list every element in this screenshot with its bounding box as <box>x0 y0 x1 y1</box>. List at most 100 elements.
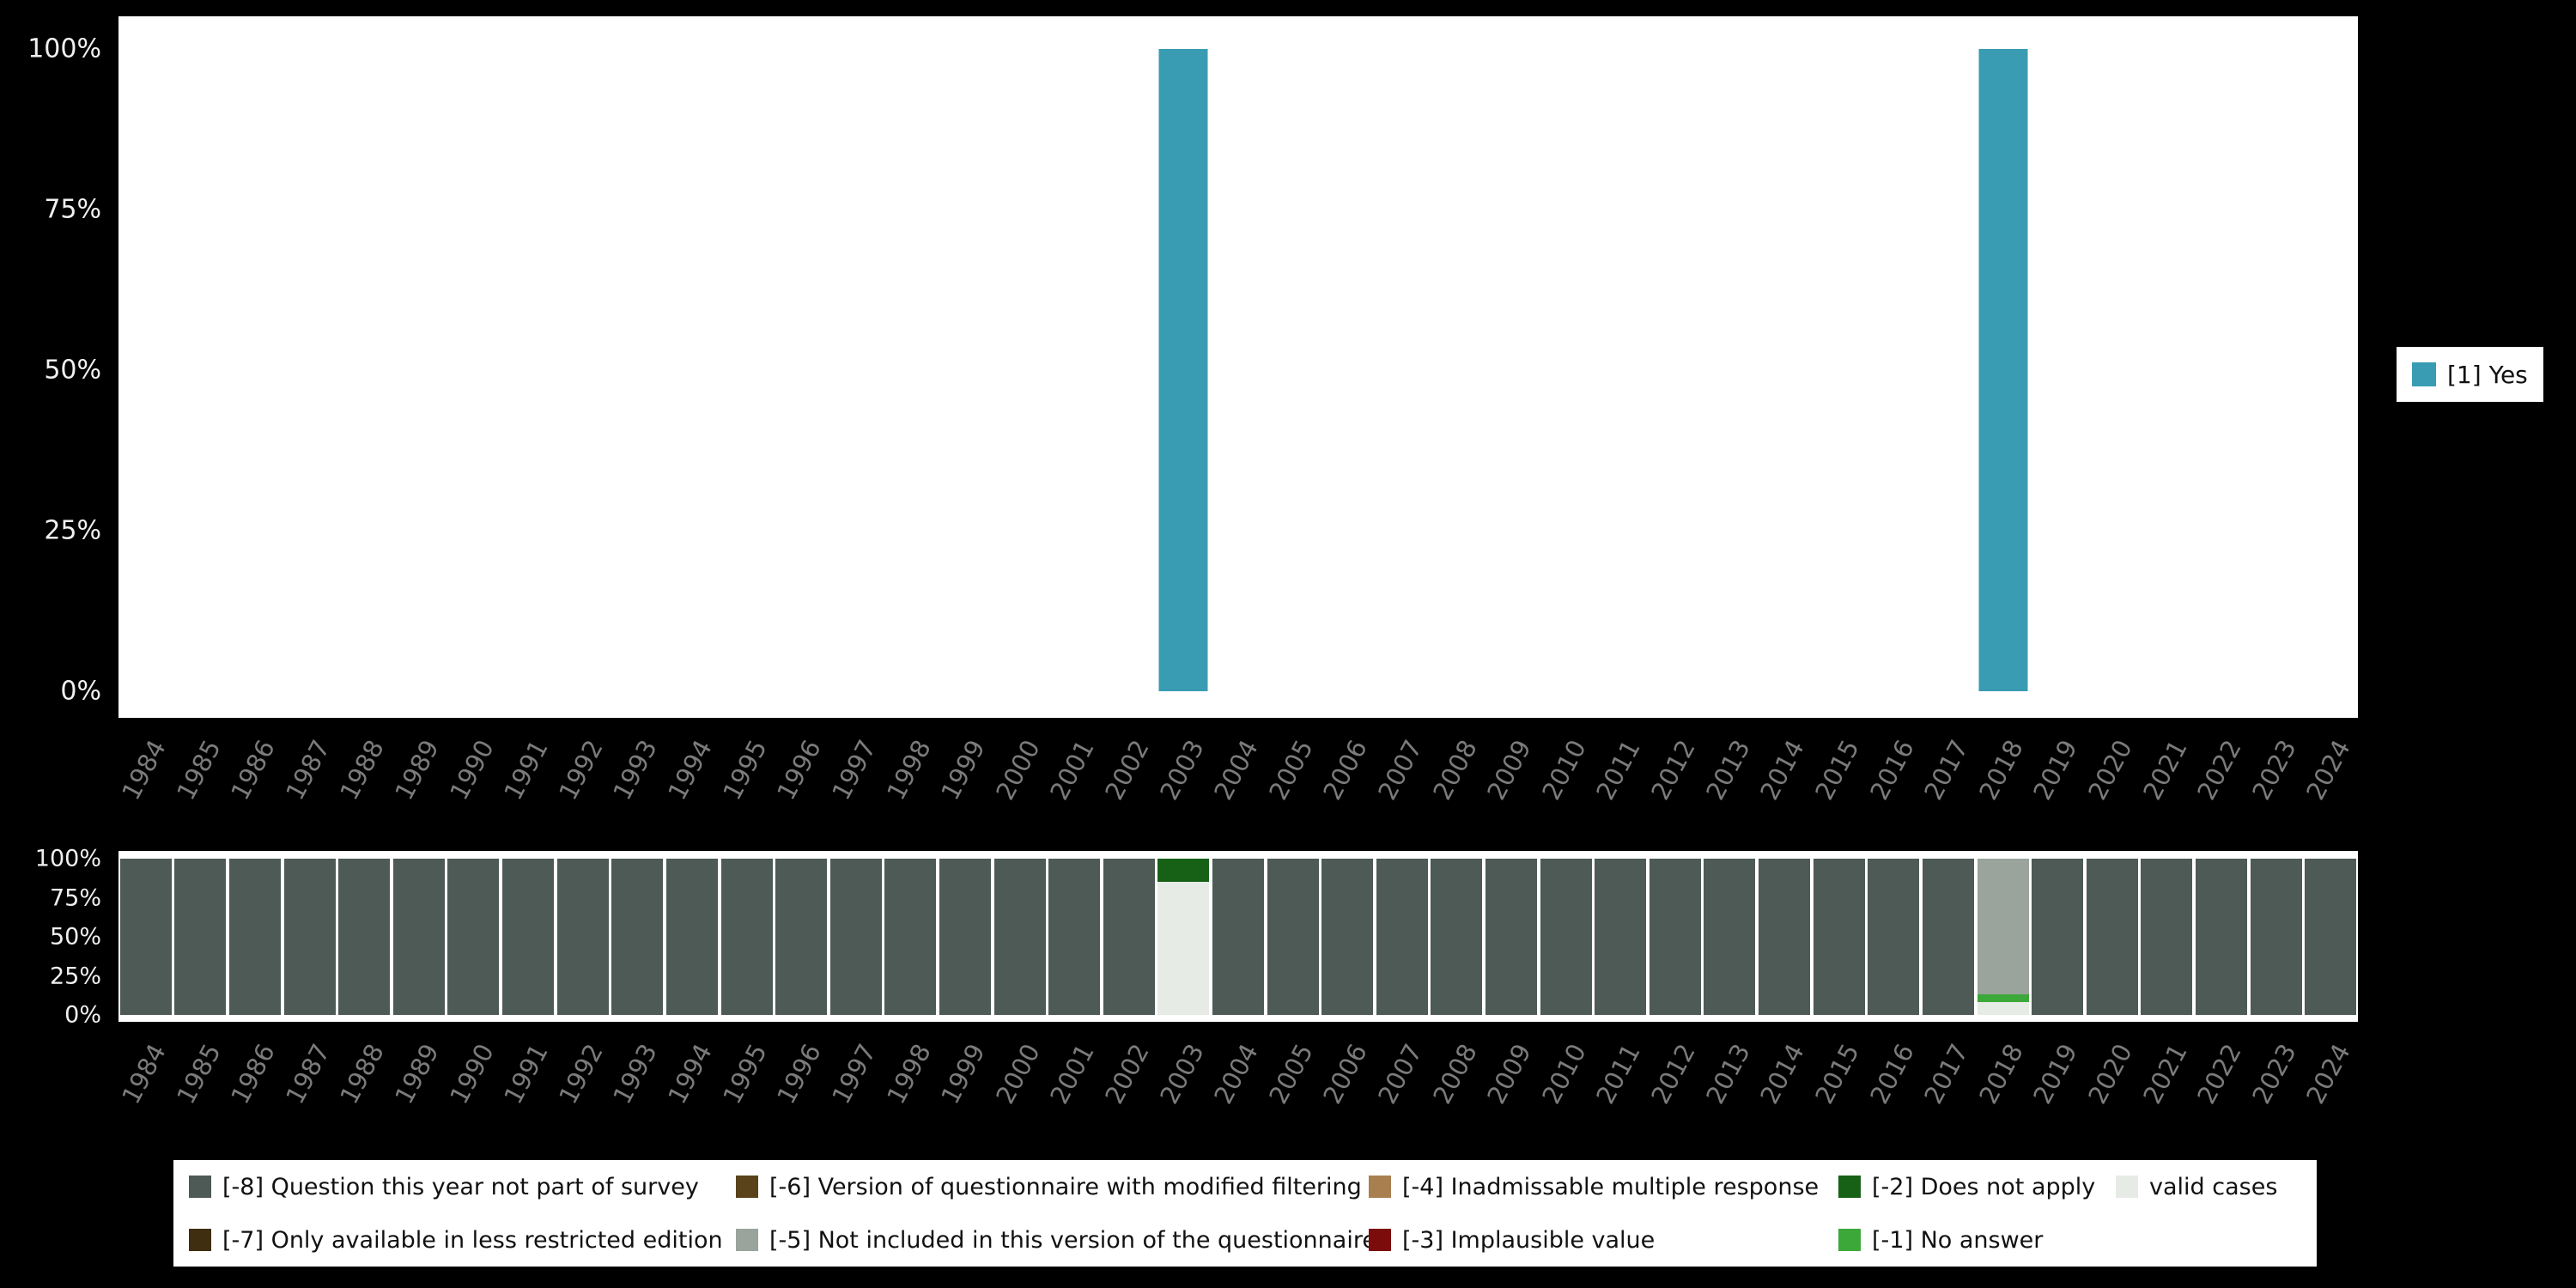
x-axis-year-label: 2020 <box>2082 735 2138 805</box>
x-axis-year-label: 1994 <box>662 1039 718 1109</box>
stack-segment <box>1977 1002 2029 1015</box>
y-axis-tick-label: 50% <box>49 923 101 951</box>
bar-2018 <box>1978 49 2028 691</box>
x-axis-year-label: 2009 <box>1481 1039 1538 1109</box>
x-axis-year-label: 1997 <box>826 1039 882 1109</box>
x-axis-year-label: 2008 <box>1426 1039 1483 1109</box>
stack-segment <box>2250 859 2302 1015</box>
x-axis-year-label: 2023 <box>2245 735 2302 805</box>
top-chart-legend: [1] Yes <box>2397 347 2543 402</box>
bottom-chart-y-axis: 0% 25% 50% 75% 100% <box>0 846 110 1029</box>
stacked-bar-2017 <box>1922 859 1974 1015</box>
legend-entry: [-7] Only available in less restricted e… <box>189 1227 736 1254</box>
x-axis-year-label: 2019 <box>2027 735 2084 805</box>
x-axis-year-label: 2014 <box>1754 1039 1811 1109</box>
stacked-bar-2001 <box>1048 859 1101 1015</box>
y-axis-tick-label: 75% <box>49 884 101 911</box>
stack-segment <box>1977 994 2029 1003</box>
bottom-chart-x-axis: 1984 1985 1986 1987 1988 1989 1990 1991 1992 1993… <box>116 1027 2358 1156</box>
stack-segment <box>611 859 664 1015</box>
stack-segment <box>502 859 555 1015</box>
legend-entry: [1] Yes <box>2412 361 2528 389</box>
stacked-bar-2005 <box>1267 859 1319 1015</box>
stack-segment <box>884 859 937 1015</box>
stack-segment <box>993 859 1046 1015</box>
stacked-bar-1994 <box>665 859 718 1015</box>
x-axis-year-label: 1991 <box>498 735 555 805</box>
x-axis-year-label: 1989 <box>389 1039 445 1109</box>
x-axis-year-label: 2022 <box>2191 1039 2247 1109</box>
stacked-bar-2010 <box>1540 859 1592 1015</box>
x-axis-year-label: 2012 <box>1645 735 1701 805</box>
stacked-bar-2006 <box>1321 859 1374 1015</box>
x-axis-year-label: 1990 <box>443 735 500 805</box>
stack-segment <box>1157 859 1210 883</box>
stacked-bar-2014 <box>1759 859 1811 1015</box>
legend-entry: [-2] Does not apply <box>1838 1174 2116 1200</box>
x-axis-year-label: 2008 <box>1426 735 1483 805</box>
x-axis-year-label: 2004 <box>1208 735 1265 805</box>
stacked-bar-2002 <box>1103 859 1155 1015</box>
y-axis-tick-label: 50% <box>44 355 101 386</box>
stack-segment <box>1212 859 1264 1015</box>
x-axis-year-label: 1987 <box>279 1039 336 1109</box>
legend-entry: valid cases <box>2116 1174 2317 1200</box>
x-axis-year-label: 1990 <box>443 1039 500 1109</box>
stacked-bar-2000 <box>993 859 1046 1015</box>
x-axis-year-label: 1995 <box>716 735 773 805</box>
stack-segment <box>1813 859 1865 1015</box>
legend-entry: [-5] Not included in this version of the… <box>736 1227 1376 1254</box>
top-chart-plot-area <box>118 16 2358 718</box>
x-axis-year-label: 2016 <box>1863 735 1920 805</box>
x-axis-year-label: 2011 <box>1590 1039 1647 1109</box>
x-axis-year-label: 1992 <box>553 735 609 805</box>
legend-label: [-5] Not included in this version of the… <box>769 1226 1376 1254</box>
stacked-bar-1984 <box>119 859 172 1015</box>
missing-values-legend: [-8] Question this year not part of surv… <box>173 1160 2317 1267</box>
x-axis-year-label: 2024 <box>2300 1039 2357 1109</box>
x-axis-year-label: 2007 <box>1372 735 1428 805</box>
legend-swatch-icon <box>1369 1229 1391 1251</box>
legend-swatch-icon <box>2116 1176 2138 1198</box>
stacked-bar-1989 <box>392 859 445 1015</box>
stacked-bar-2023 <box>2250 859 2302 1015</box>
legend-label: [-7] Only available in less restricted e… <box>222 1226 723 1254</box>
y-axis-tick-label: 100% <box>34 845 101 872</box>
top-chart-bars <box>118 49 2358 691</box>
stack-segment <box>1922 859 1974 1015</box>
stacked-bar-1985 <box>174 859 227 1015</box>
legend-swatch-icon <box>2412 362 2436 386</box>
stacked-bar-2007 <box>1376 859 1428 1015</box>
legend-entry: [-6] Version of questionnaire with modif… <box>736 1174 1369 1200</box>
x-axis-year-label: 2011 <box>1590 735 1647 805</box>
x-axis-year-label: 2000 <box>989 1039 1046 1109</box>
x-axis-year-label: 2023 <box>2245 1039 2302 1109</box>
stacked-bar-2018 <box>1977 859 2029 1015</box>
x-axis-year-label: 2013 <box>1699 735 1756 805</box>
stack-segment <box>283 859 336 1015</box>
legend-entry: [-3] Implausible value <box>1369 1227 1838 1254</box>
x-axis-year-label: 1997 <box>826 735 882 805</box>
stacked-bar-1991 <box>502 859 555 1015</box>
x-axis-year-label: 1995 <box>716 1039 773 1109</box>
x-axis-year-label: 1986 <box>225 1039 282 1109</box>
stacked-bar-2015 <box>1813 859 1865 1015</box>
x-axis-year-label: 1999 <box>935 1039 991 1109</box>
x-axis-year-label: 2006 <box>1317 1039 1374 1109</box>
x-axis-year-label: 1988 <box>334 1039 391 1109</box>
stacked-bar-2012 <box>1649 859 1701 1015</box>
stacked-bar-2009 <box>1485 859 1538 1015</box>
stack-segment <box>665 859 718 1015</box>
stack-segment <box>1321 859 1374 1015</box>
stack-segment <box>829 859 882 1015</box>
x-axis-year-label: 2018 <box>1972 735 2029 805</box>
y-axis-tick-label: 25% <box>49 963 101 989</box>
x-axis-year-label: 1998 <box>880 1039 937 1109</box>
x-axis-year-label: 2015 <box>1809 1039 1865 1109</box>
stack-segment <box>1759 859 1811 1015</box>
y-axis-tick-label: 25% <box>44 515 101 546</box>
stacked-bar-2022 <box>2195 859 2247 1015</box>
x-axis-year-label: 2007 <box>1372 1039 1428 1109</box>
stacked-bar-2024 <box>2305 859 2357 1015</box>
stack-segment <box>720 859 773 1015</box>
